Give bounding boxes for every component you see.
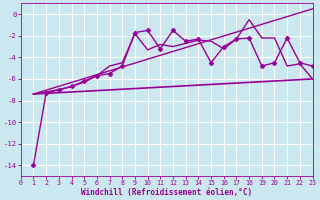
X-axis label: Windchill (Refroidissement éolien,°C): Windchill (Refroidissement éolien,°C) <box>81 188 252 197</box>
